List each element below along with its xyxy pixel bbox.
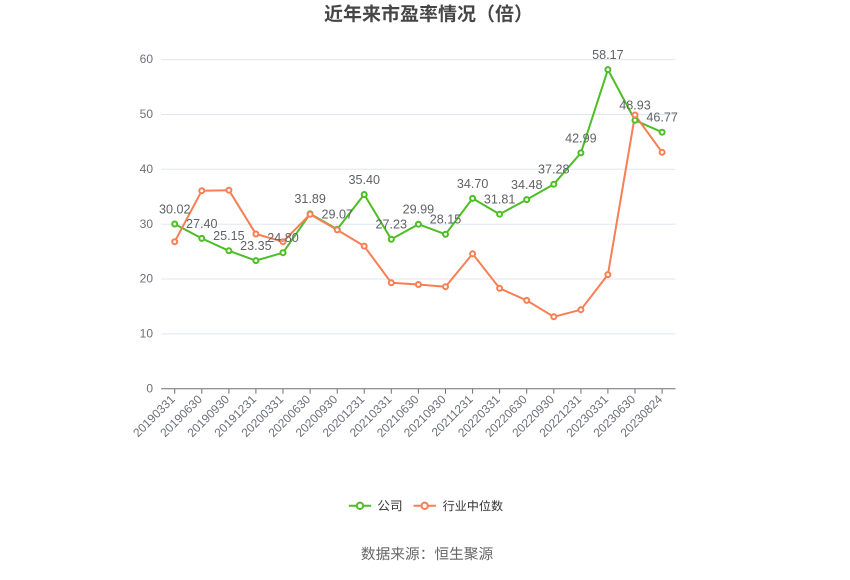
svg-text:58.17: 58.17 xyxy=(592,48,624,62)
svg-text:37.28: 37.28 xyxy=(538,163,570,177)
svg-text:31.89: 31.89 xyxy=(294,192,326,206)
svg-text:30: 30 xyxy=(140,217,154,231)
svg-text:34.70: 34.70 xyxy=(457,177,489,191)
svg-text:0: 0 xyxy=(146,381,153,395)
svg-text:27.23: 27.23 xyxy=(376,218,408,232)
svg-text:23.35: 23.35 xyxy=(240,239,272,253)
svg-text:10: 10 xyxy=(140,327,154,341)
svg-text:20: 20 xyxy=(140,272,154,286)
svg-text:28.15: 28.15 xyxy=(430,213,462,227)
svg-text:40: 40 xyxy=(140,162,154,176)
svg-text:29.99: 29.99 xyxy=(403,203,435,217)
svg-text:50: 50 xyxy=(140,107,154,121)
svg-text:35.40: 35.40 xyxy=(348,173,380,187)
svg-text:24.80: 24.80 xyxy=(267,231,299,245)
svg-text:30.02: 30.02 xyxy=(159,202,191,216)
svg-text:48.93: 48.93 xyxy=(619,99,651,113)
svg-text:31.81: 31.81 xyxy=(484,193,516,207)
svg-text:60: 60 xyxy=(140,52,154,66)
svg-text:42.99: 42.99 xyxy=(565,131,597,145)
svg-text:25.15: 25.15 xyxy=(213,229,245,243)
svg-text:34.48: 34.48 xyxy=(511,178,543,192)
svg-text:29.07: 29.07 xyxy=(321,208,353,222)
svg-text:27.40: 27.40 xyxy=(186,217,218,231)
svg-text:46.77: 46.77 xyxy=(646,111,678,125)
